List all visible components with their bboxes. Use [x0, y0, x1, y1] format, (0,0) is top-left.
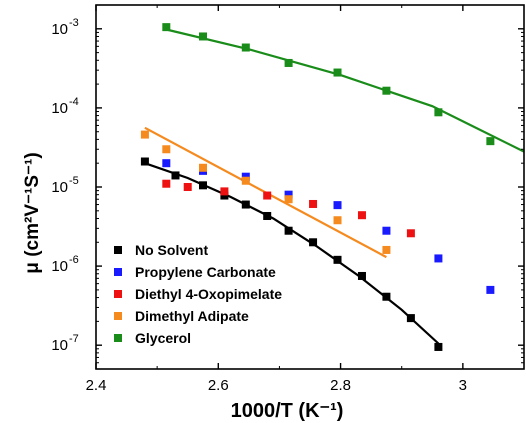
data-point [284, 190, 293, 199]
y-tick-exponent: -4 [69, 96, 79, 108]
data-point [406, 314, 415, 323]
y-tick-exponent: -6 [69, 254, 79, 266]
data-point [241, 176, 250, 185]
plot-area [140, 23, 525, 351]
legend-marker [114, 246, 122, 254]
data-point [284, 195, 293, 204]
data-point [263, 191, 272, 200]
data-point [199, 163, 207, 172]
legend-label: Glycerol [135, 330, 191, 346]
y-tick-label: 10 [51, 258, 68, 275]
legend-label: Propylene Carbonate [135, 264, 276, 280]
data-point [382, 292, 391, 301]
y-tick-exponent: -3 [69, 17, 79, 29]
legend-marker [114, 268, 122, 276]
axes: 2.4 2.6 2.8 310-710-610-510-410-3 [51, 4, 525, 394]
y-tick-label: 10 [51, 21, 68, 38]
data-point [382, 226, 391, 235]
data-point [406, 229, 415, 238]
data-point [241, 200, 250, 209]
data-point [199, 181, 207, 190]
data-point [357, 271, 366, 280]
legend: No Solvent Propylene Carbonate Diethyl 4-O… [114, 242, 282, 346]
data-point [333, 255, 342, 264]
data-point [434, 254, 443, 263]
data-point [309, 238, 318, 247]
y-tick-exponent: -5 [69, 175, 79, 187]
legend-marker [114, 334, 122, 342]
data-point [333, 201, 342, 210]
data-point [162, 179, 171, 188]
x-tick-label: 2.4 [86, 377, 107, 394]
fit-line [166, 28, 525, 153]
data-point [284, 226, 293, 235]
data-point [486, 137, 495, 146]
data-point [434, 108, 443, 117]
data-point [434, 342, 443, 351]
data-point [333, 68, 342, 77]
data-point [162, 23, 171, 32]
data-point [140, 157, 149, 166]
y-tick-label: 10 [51, 100, 68, 117]
x-tick-label: 3 [459, 377, 467, 394]
data-point [140, 130, 149, 139]
data-point [220, 191, 229, 200]
data-point [199, 32, 207, 41]
y-tick-label: 10 [51, 179, 68, 196]
data-point [284, 58, 293, 67]
data-point [486, 285, 495, 294]
y-tick-label: 10 [51, 337, 68, 354]
data-point [382, 86, 391, 95]
x-axis-title: 1000/T (K⁻¹) [231, 400, 344, 422]
data-point [382, 245, 391, 254]
data-point [333, 216, 342, 225]
data-point [309, 199, 318, 208]
legend-marker [114, 290, 122, 298]
legend-label: Diethyl 4-Oxopimelate [135, 286, 282, 302]
legend-label: No Solvent [135, 242, 208, 258]
fit-line [144, 162, 440, 345]
data-point [183, 183, 192, 191]
legend-marker [114, 312, 122, 320]
data-point [162, 159, 171, 168]
data-point [263, 211, 272, 220]
data-point [162, 145, 171, 154]
y-axis-title: μ (cm²V⁻¹S⁻¹) [22, 152, 43, 273]
x-tick-label: 2.6 [208, 377, 229, 394]
legend-label: Dimethyl Adipate [135, 308, 249, 324]
x-tick-label: 2.8 [330, 377, 351, 394]
data-point [171, 171, 180, 180]
data-point [241, 43, 250, 52]
y-tick-exponent: -7 [69, 333, 79, 345]
data-point [241, 172, 250, 181]
data-point [357, 211, 366, 220]
data-point [220, 187, 229, 196]
